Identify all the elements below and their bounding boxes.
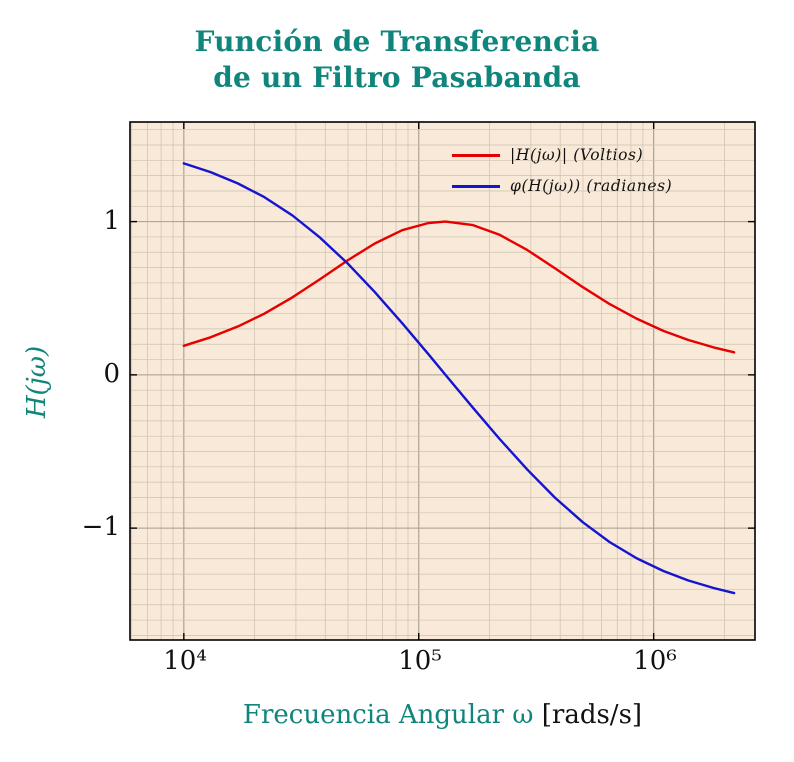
x-tick-label-1e5: 10⁵ <box>398 646 442 676</box>
legend-label-phase: φ(H(jω)) (radianes) <box>510 177 673 195</box>
x-tick-label-1e4: 10⁴ <box>163 646 207 676</box>
page-title-line1: Función de Transferencia <box>194 25 600 58</box>
x-axis-label: Frecuencia Angular ω [rads/s] <box>130 700 755 730</box>
page-title: Función de Transferencia de un Filtro Pa… <box>0 24 794 96</box>
legend-label-magnitude: |H(jω)| (Voltios) <box>510 146 644 164</box>
phase-curve <box>182 162 736 595</box>
magnitude-curve <box>182 220 736 354</box>
y-tick-label-neg1: −1 <box>81 512 120 542</box>
y-tick-label-1: 1 <box>103 206 120 236</box>
x-tick-label-1e6: 10⁶ <box>633 646 677 676</box>
legend-item-phase: φ(H(jω)) (radianes) <box>452 177 672 195</box>
legend: |H(jω)| (Voltios) φ(H(jω)) (radianes) <box>452 146 672 195</box>
plot-frame <box>129 121 756 641</box>
plot-area <box>130 122 755 640</box>
x-axis-label-units: [rads/s] <box>541 700 643 730</box>
page-title-line2: de un Filtro Pasabanda <box>213 60 581 94</box>
x-axis-label-main: Frecuencia Angular ω <box>242 700 542 730</box>
magnitude-line-swatch <box>452 153 500 157</box>
y-tick-label-0: 0 <box>103 359 120 389</box>
phase-line-swatch <box>452 184 500 188</box>
legend-item-magnitude: |H(jω)| (Voltios) <box>452 146 672 164</box>
